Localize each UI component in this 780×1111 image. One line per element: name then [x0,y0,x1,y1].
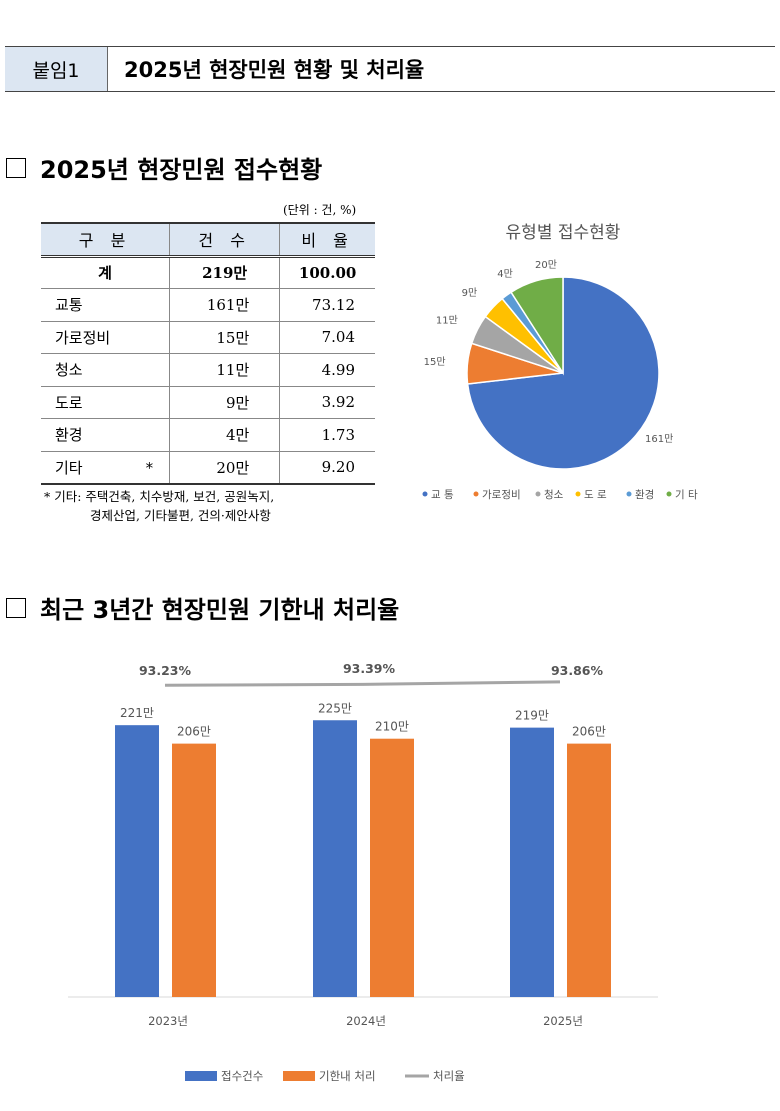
legend-marker [666,491,672,497]
cell: 161만 [169,288,280,322]
bar-data-label: 221만 [120,706,154,720]
col-header: 구 분 [41,222,170,258]
cell: 7.04 [279,321,375,354]
cell: 219만 [169,256,280,289]
legend-label: 접수건수 [221,1069,263,1083]
bar [567,743,611,997]
section-heading-text: 2025년 현장민원 접수현황 [40,156,323,184]
section-heading-text: 최근 3년간 현장민원 기한내 처리율 [40,596,400,624]
table-row: 교통 161만 73.12 [41,288,375,322]
table-row: 환경 4만 1.73 [41,418,375,452]
legend-marker [422,491,428,497]
complaint-table: 구 분 건 수 비 율 계 219만 100.00 교통 161만 73.12 가로정… [41,222,375,485]
bar-data-label: 210만 [375,720,409,734]
pie-data-label: 161만 [645,433,673,445]
unit-note: (단위 : 건, %) [283,203,357,217]
section-heading-2: 최근 3년간 현장민원 기한내 처리율 [6,590,399,625]
bar-data-label: 206만 [572,725,606,739]
x-tick-label: 2023년 [148,1014,188,1028]
cell: 1.73 [279,418,375,452]
cell: 계 [41,256,170,289]
cell: 4.99 [279,353,375,387]
bar [115,725,159,997]
cell: 청소 [41,353,170,387]
footnote-line: * 기타: 주택건축, 치수방재, 보건, 공원녹지, [44,489,275,504]
bar [172,743,216,997]
table-row: 도로 9만 3.92 [41,386,375,419]
bar [510,727,554,997]
bar-data-label: 219만 [515,709,549,723]
x-tick-label: 2025년 [543,1014,583,1028]
bar [370,738,414,997]
rate-line [164,680,561,687]
legend-marker [626,491,632,497]
legend-label: 가로정비 [482,489,521,501]
pie-slice [510,276,564,376]
section-heading-1: 2025년 현장민원 접수현황 [6,150,322,185]
table-row: 청소 11만 4.99 [41,353,375,387]
square-bullet-icon [6,157,26,178]
pie-data-label: 20만 [535,259,557,271]
footnote: * 기타: 주택건축, 치수방재, 보건, 공원녹지, 경제산업, 기타불편, … [44,487,274,525]
cell: 환경 [41,418,170,452]
bar [313,720,357,997]
pie-title: 유형별 접수현황 [506,223,621,243]
attachment-tag: 붙임1 [5,47,108,91]
legend-label: 환경 [635,488,654,501]
legend-label: 청소 [544,489,564,501]
legend-label: 도 로 [584,489,607,501]
cell: 가로정비 [41,321,170,354]
legend-marker [473,491,479,497]
rate-data-label: 93.23% [139,663,192,678]
page-title: 2025년 현장민원 현황 및 처리율 [124,58,425,82]
table-row-total: 계 219만 100.00 [41,256,375,289]
col-header: 건 수 [169,222,280,258]
cell: 9만 [169,386,280,419]
bar-data-label: 225만 [318,701,352,715]
pie-data-label: 15만 [424,356,446,368]
rate-data-label: 93.86% [551,663,604,678]
legend-label: 기한내 처리 [319,1069,376,1083]
cell: 20만 [169,451,280,485]
col-header: 비 율 [279,222,375,258]
rate-data-label: 93.39% [343,661,396,676]
cell: 교통 [41,288,170,322]
legend-label: 교 통 [431,489,454,501]
cell: 3.92 [279,386,375,419]
legend-label: 처리율 [433,1069,465,1083]
legend-marker [185,1071,217,1081]
x-tick-label: 2024년 [346,1014,386,1028]
cell: 73.12 [279,288,375,322]
bar-data-label: 206만 [177,725,211,739]
cell: 9.20 [279,451,375,485]
legend-label: 기 타 [675,489,698,501]
cell: 4만 [169,418,280,452]
pie-data-label: 9만 [462,287,478,299]
square-bullet-icon [6,597,26,618]
pie-data-label: 4만 [497,268,513,280]
table-row: 기타 * 20만 9.20 [41,451,375,485]
legend-marker [283,1071,315,1081]
footnote-line: 경제산업, 기타불편, 건의·제안사항 [90,508,271,523]
legend-marker [535,491,541,497]
legend-marker [575,491,581,497]
cell: 15만 [169,321,280,354]
cell: 11만 [169,353,280,387]
cell: 기타 * [41,451,170,485]
table-row: 가로정비 15만 7.04 [41,321,375,354]
cell: 도로 [41,386,170,419]
pie-data-label: 11만 [436,314,458,326]
attachment-title-bar: 붙임1 2025년 현장민원 현황 및 처리율 [5,46,775,92]
cell: 100.00 [279,256,375,289]
